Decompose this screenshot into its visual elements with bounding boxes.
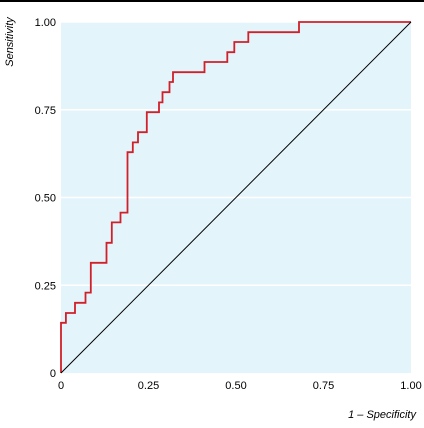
x-axis-title: 1 – Specificity xyxy=(348,409,417,421)
y-tick-label: 0.50 xyxy=(35,193,56,205)
x-tick-label: 0 xyxy=(58,380,64,392)
y-tick-label: 0 xyxy=(50,368,56,380)
gridlines xyxy=(61,21,411,286)
top-rule xyxy=(0,0,424,2)
y-tick-label: 0.75 xyxy=(35,105,56,117)
x-tick-label: 0.75 xyxy=(313,380,334,392)
y-axis-title: Sensitivity xyxy=(4,16,16,67)
x-tick-labels: 0 0.25 0.50 0.75 1.00 xyxy=(58,380,422,392)
x-tick-label: 1.00 xyxy=(400,380,421,392)
y-tick-label: 0.25 xyxy=(35,280,56,292)
roc-curve xyxy=(60,21,411,373)
series-layer xyxy=(60,21,412,374)
reference-diagonal xyxy=(60,21,412,374)
y-tick-labels: 0 0.25 0.50 0.75 1.00 xyxy=(35,17,56,380)
x-tick-label: 0.25 xyxy=(138,380,159,392)
x-tick-label: 0.50 xyxy=(225,380,246,392)
y-tick-label: 1.00 xyxy=(35,17,56,29)
